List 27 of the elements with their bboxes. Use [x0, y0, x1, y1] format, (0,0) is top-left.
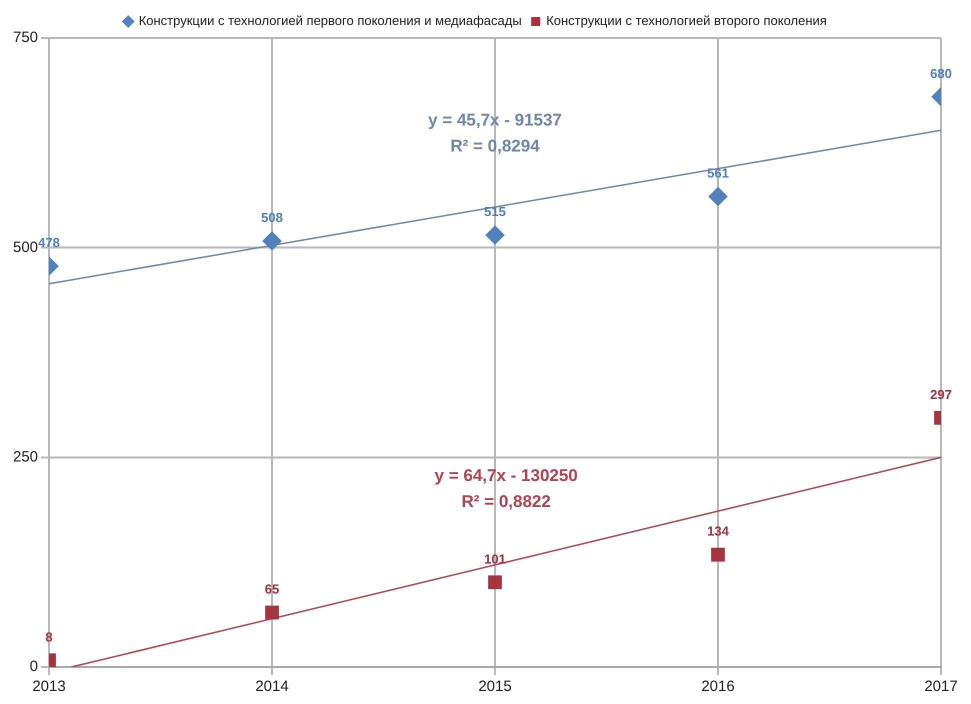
data-label: 515 — [484, 204, 506, 220]
x-tick-label: 2015 — [478, 678, 512, 696]
x-tick-label: 2014 — [255, 678, 289, 696]
annotation: R² = 0,8294 — [450, 136, 540, 156]
data-label: 680 — [930, 66, 952, 81]
annotation: y = 64,7x - 130250 — [434, 466, 578, 485]
x-tick-label: 2017 — [924, 678, 958, 696]
y-tick-label: 0 — [30, 658, 38, 676]
x-tick-label: 2013 — [32, 678, 66, 696]
point — [486, 226, 505, 245]
y-tick-label: 250 — [12, 448, 38, 466]
x-tick-label: 2016 — [701, 678, 735, 696]
data-label: 478 — [38, 235, 60, 250]
annotation: R² = 0,8822 — [462, 492, 551, 511]
data-label: 297 — [930, 386, 952, 402]
y-tick-label: 500 — [12, 238, 38, 256]
y-tick-label: 750 — [12, 29, 38, 46]
point — [488, 575, 502, 590]
data-label: 101 — [484, 551, 506, 566]
data-label: 8 — [45, 629, 53, 644]
data-label: 508 — [261, 210, 283, 226]
legend-label: Конструкции с технологией второго поколения — [546, 13, 827, 28]
data-label: 134 — [707, 524, 730, 539]
legend-label: Конструкции с технологией первого поколения и медиафасады — [138, 13, 522, 28]
data-label: 65 — [264, 582, 280, 597]
data-label: 561 — [707, 166, 729, 181]
annotation: y = 45,7x - 91537 — [428, 110, 562, 130]
